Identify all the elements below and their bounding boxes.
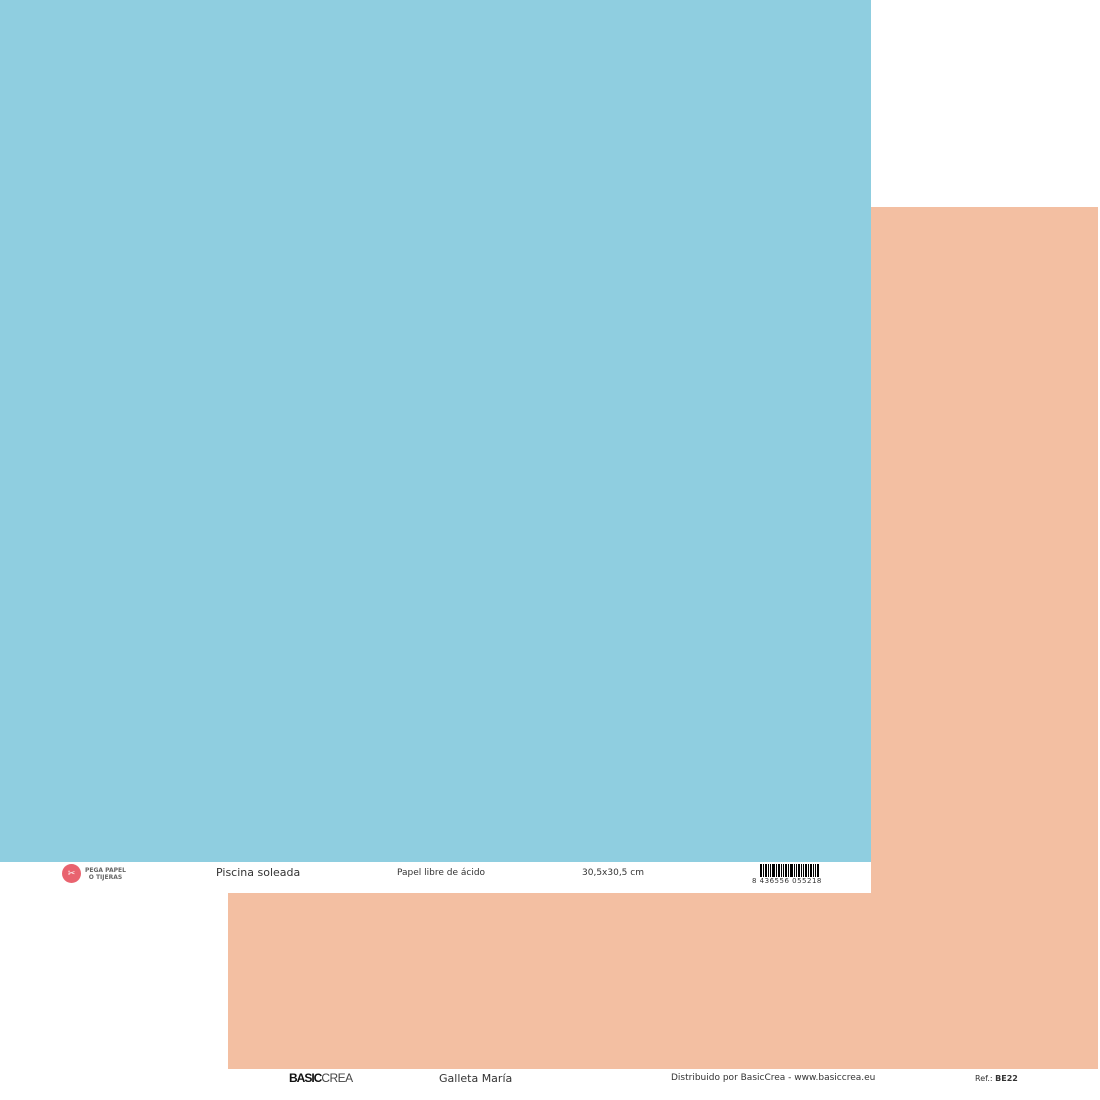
pega-papel-logo: ✂ PEGA PAPEL O TIJERAS [62, 864, 126, 883]
barcode-number: 8 436556 055218 [752, 877, 822, 885]
acid-free-label: Papel libre de ácido [397, 868, 486, 878]
ref-label: Ref.: [975, 1074, 993, 1083]
barcode-bar [810, 864, 812, 877]
barcode-bar [788, 864, 789, 877]
barcode-bar [803, 864, 804, 877]
logo-line: PEGA PAPEL [85, 866, 126, 874]
barcode-bar [765, 864, 767, 877]
barcode-bar [815, 864, 816, 877]
barcode-bar [772, 864, 775, 877]
barcode-bar [796, 864, 797, 877]
front-paper-name: Piscina soleada [216, 866, 301, 879]
barcode-bar [805, 864, 807, 877]
barcode-bar [798, 864, 800, 877]
barcode-bar [801, 864, 802, 877]
barcode-bar [776, 864, 777, 877]
distributor-label: Distribuido por BasicCrea - www.basiccre… [671, 1073, 876, 1083]
barcode-bar [781, 864, 782, 877]
barcode-bar [808, 864, 809, 877]
scissors-icon: ✂ [62, 864, 81, 883]
logo-light: CREA [321, 1071, 353, 1085]
barcode-bar [817, 864, 819, 877]
barcode-bar [770, 864, 771, 877]
barcode-bar [778, 864, 780, 877]
size-label: 30,5x30,5 cm [582, 868, 644, 878]
basiccrea-logo: BASICCREA [289, 1071, 353, 1085]
back-label-strip [228, 1069, 1098, 1100]
barcode-bar [813, 864, 814, 877]
logo-line: O TIJERAS [88, 873, 123, 881]
front-paper-sheet [0, 0, 871, 862]
barcode-bar [763, 864, 764, 877]
barcode-bar [794, 864, 795, 877]
barcode-bar [785, 864, 787, 877]
barcode-bar [783, 864, 784, 877]
ref-code: BE22 [995, 1074, 1018, 1083]
front-label-strip [0, 862, 871, 893]
barcode: 8 436556 055218 [752, 864, 832, 885]
back-paper-name: Galleta María [439, 1072, 513, 1085]
barcode-bar [768, 864, 769, 877]
barcode-bar [790, 864, 793, 877]
barcode-bar [760, 864, 762, 877]
logo-bold: BASIC [289, 1071, 322, 1085]
